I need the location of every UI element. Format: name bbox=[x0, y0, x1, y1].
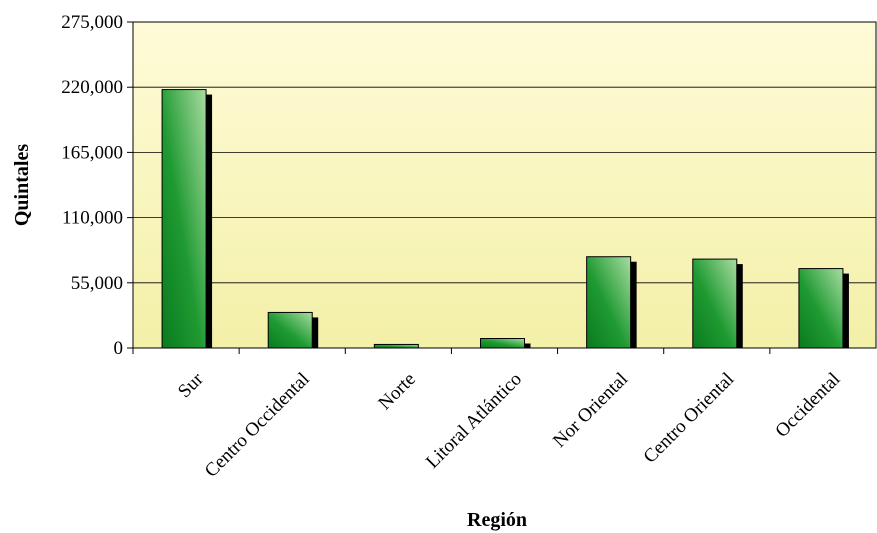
bar bbox=[161, 89, 207, 349]
y-axis-ticks: 0 55,000 110,000 165,000 220,000 275,000 bbox=[61, 12, 133, 359]
y-tick-label: 165,000 bbox=[61, 142, 123, 163]
x-tick-label: Centro Occidental bbox=[201, 369, 314, 482]
bar bbox=[373, 343, 419, 349]
y-tick-label: 220,000 bbox=[61, 77, 123, 98]
y-tick-label: 110,000 bbox=[62, 208, 123, 229]
x-tick-label: Centro Oriental bbox=[640, 369, 739, 468]
gridlines bbox=[133, 86, 876, 284]
y-tick-label: 275,000 bbox=[61, 12, 123, 33]
y-axis-label: Quintales bbox=[11, 144, 33, 226]
x-tick-label: Litoral Atlántico bbox=[422, 369, 526, 473]
y-tick-label: 55,000 bbox=[71, 273, 123, 294]
bar bbox=[480, 338, 525, 349]
y-tick-label: 0 bbox=[114, 338, 124, 359]
bar bbox=[798, 268, 844, 349]
x-tick-label: Occidental bbox=[771, 369, 844, 442]
x-axis-label: Región bbox=[467, 509, 527, 531]
bar bbox=[692, 258, 738, 349]
bar bbox=[267, 311, 313, 349]
bars bbox=[161, 89, 849, 349]
x-tick-label: Nor Oriental bbox=[549, 369, 632, 452]
plot-area bbox=[132, 21, 877, 349]
x-tick-label: Sur bbox=[174, 368, 208, 402]
bar bbox=[586, 256, 632, 349]
x-tick-label: Norte bbox=[374, 369, 419, 414]
